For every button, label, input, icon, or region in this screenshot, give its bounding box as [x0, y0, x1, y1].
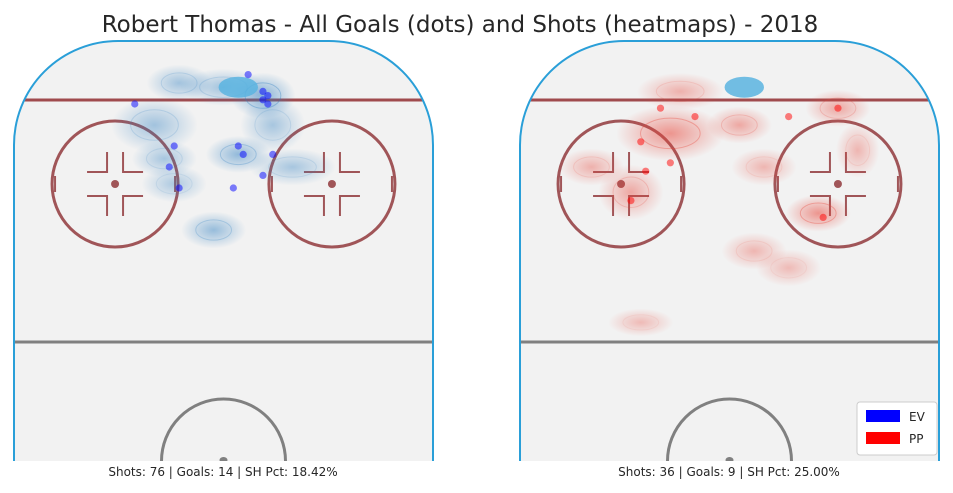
heatmap-contour: [845, 134, 871, 166]
rink-boards: [13, 40, 434, 461]
slot-highlight: [218, 76, 259, 98]
goal-dots: [627, 104, 842, 221]
goal-dot: [627, 197, 635, 205]
center-dot: [725, 457, 734, 461]
goal-dot: [165, 163, 173, 171]
heatmap-contour: [612, 176, 650, 208]
heatmap-blob: [181, 211, 247, 249]
legend-label-ev: EV: [909, 410, 926, 424]
legend-swatch-pp: [866, 432, 900, 444]
slot-highlight: [724, 76, 765, 98]
goal-dot: [637, 138, 645, 146]
center-circle: [666, 397, 793, 461]
center-dot: [219, 457, 228, 461]
heatmap-contour: [155, 173, 193, 195]
heatmap-blob: [141, 165, 207, 203]
heatmap-blob: [616, 105, 725, 162]
figure-title: Robert Thomas - All Goals (dots) and Sho…: [102, 12, 819, 38]
heatmap-contour: [819, 97, 857, 119]
goal-dot: [259, 96, 267, 104]
goal-dot: [239, 150, 247, 158]
heatmap-blob: [731, 148, 797, 186]
heatmap-contour: [735, 240, 773, 262]
goal-dot: [642, 167, 650, 175]
heatmap-blob: [706, 106, 772, 144]
heatmap-blob: [756, 249, 822, 287]
heatmap-blob: [608, 308, 674, 337]
goal-dot: [264, 92, 272, 100]
heatmap-contour: [622, 314, 660, 331]
rinks: [13, 40, 940, 461]
heatmap-blob: [240, 97, 306, 153]
goal-dot: [259, 171, 267, 179]
goal-dot: [244, 71, 252, 79]
heatmap-contour: [770, 257, 808, 279]
legend-swatch-ev: [866, 410, 900, 422]
rink-ev: [13, 40, 434, 461]
goal-dot: [819, 213, 827, 221]
goal-dot: [269, 150, 277, 158]
goal-dots: [131, 71, 277, 192]
heatmap-contour: [720, 114, 758, 136]
goal-dot: [229, 184, 237, 192]
goal-dot: [175, 184, 183, 192]
legend-label-pp: PP: [909, 432, 923, 446]
heatmap-contour: [195, 219, 233, 241]
heatmap-blob: [558, 148, 625, 186]
goal-dot: [834, 104, 842, 112]
heatmap-blob: [835, 122, 880, 178]
goal-dot: [131, 100, 139, 108]
goal-dot: [259, 87, 267, 95]
center-circle: [160, 397, 287, 461]
goal-dot: [666, 159, 674, 167]
legend: EV PP: [856, 401, 938, 456]
rink-pp: [519, 40, 940, 461]
goal-dot: [691, 113, 699, 121]
goal-dot: [170, 142, 178, 150]
heatmap-contour: [640, 117, 701, 150]
heatmap-blob: [785, 194, 851, 232]
heatmap-contour: [254, 109, 292, 141]
legend-frame: [856, 401, 938, 456]
heatmap-contour: [573, 156, 610, 178]
heatmap-blob: [111, 97, 198, 153]
rink-boards: [519, 40, 940, 461]
heatmap-contour: [655, 80, 705, 103]
heatmap-blob: [636, 72, 724, 110]
rink-caption-ev: Shots: 76 | Goals: 14 | SH Pct: 18.42%: [108, 465, 337, 479]
goal-dot: [264, 100, 272, 108]
goal-dot: [785, 113, 793, 121]
heatmap-contour: [130, 109, 179, 141]
heatmap-contour: [745, 156, 783, 178]
rink-ice: [14, 41, 433, 461]
heatmap-contour: [799, 202, 837, 224]
rink-caption-pp: Shots: 36 | Goals: 9 | SH Pct: 25.00%: [618, 465, 840, 479]
heatmap-blob: [249, 148, 336, 186]
goal-dot: [656, 104, 665, 112]
goal-dot: [234, 142, 242, 150]
heatmap-contour: [268, 156, 317, 178]
